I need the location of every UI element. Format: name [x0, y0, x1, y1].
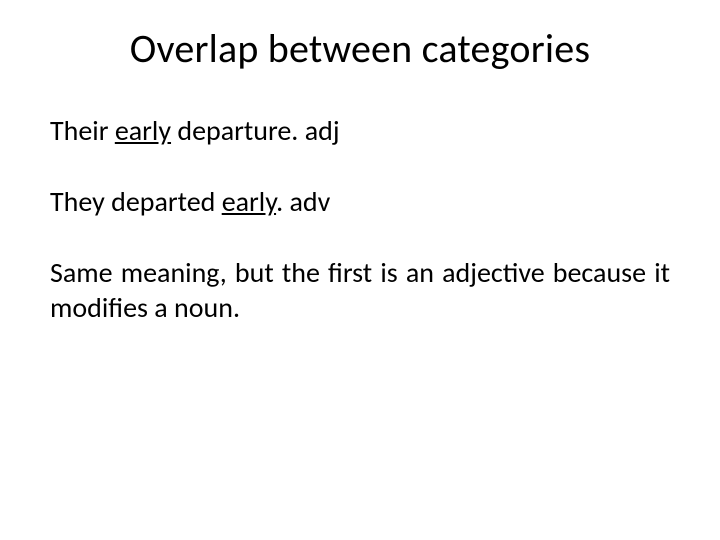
line2-pre: They departed [50, 184, 222, 219]
explanation-paragraph: Same meaning, but the first is an adject… [50, 255, 670, 325]
line1-underlined: early [115, 113, 171, 148]
example-line-1: Their early departure. adj [50, 113, 670, 148]
line1-post: departure. adj [171, 113, 340, 148]
spacer-1 [50, 148, 670, 184]
slide-container: Overlap between categories Their early d… [0, 0, 720, 540]
line1-pre: Their [50, 113, 115, 148]
slide-title: Overlap between categories [50, 24, 670, 73]
example-line-2: They departed early. adv [50, 184, 670, 219]
line2-underlined: early [222, 184, 276, 219]
spacer-2 [50, 219, 670, 255]
line2-post: . adv [276, 184, 330, 219]
